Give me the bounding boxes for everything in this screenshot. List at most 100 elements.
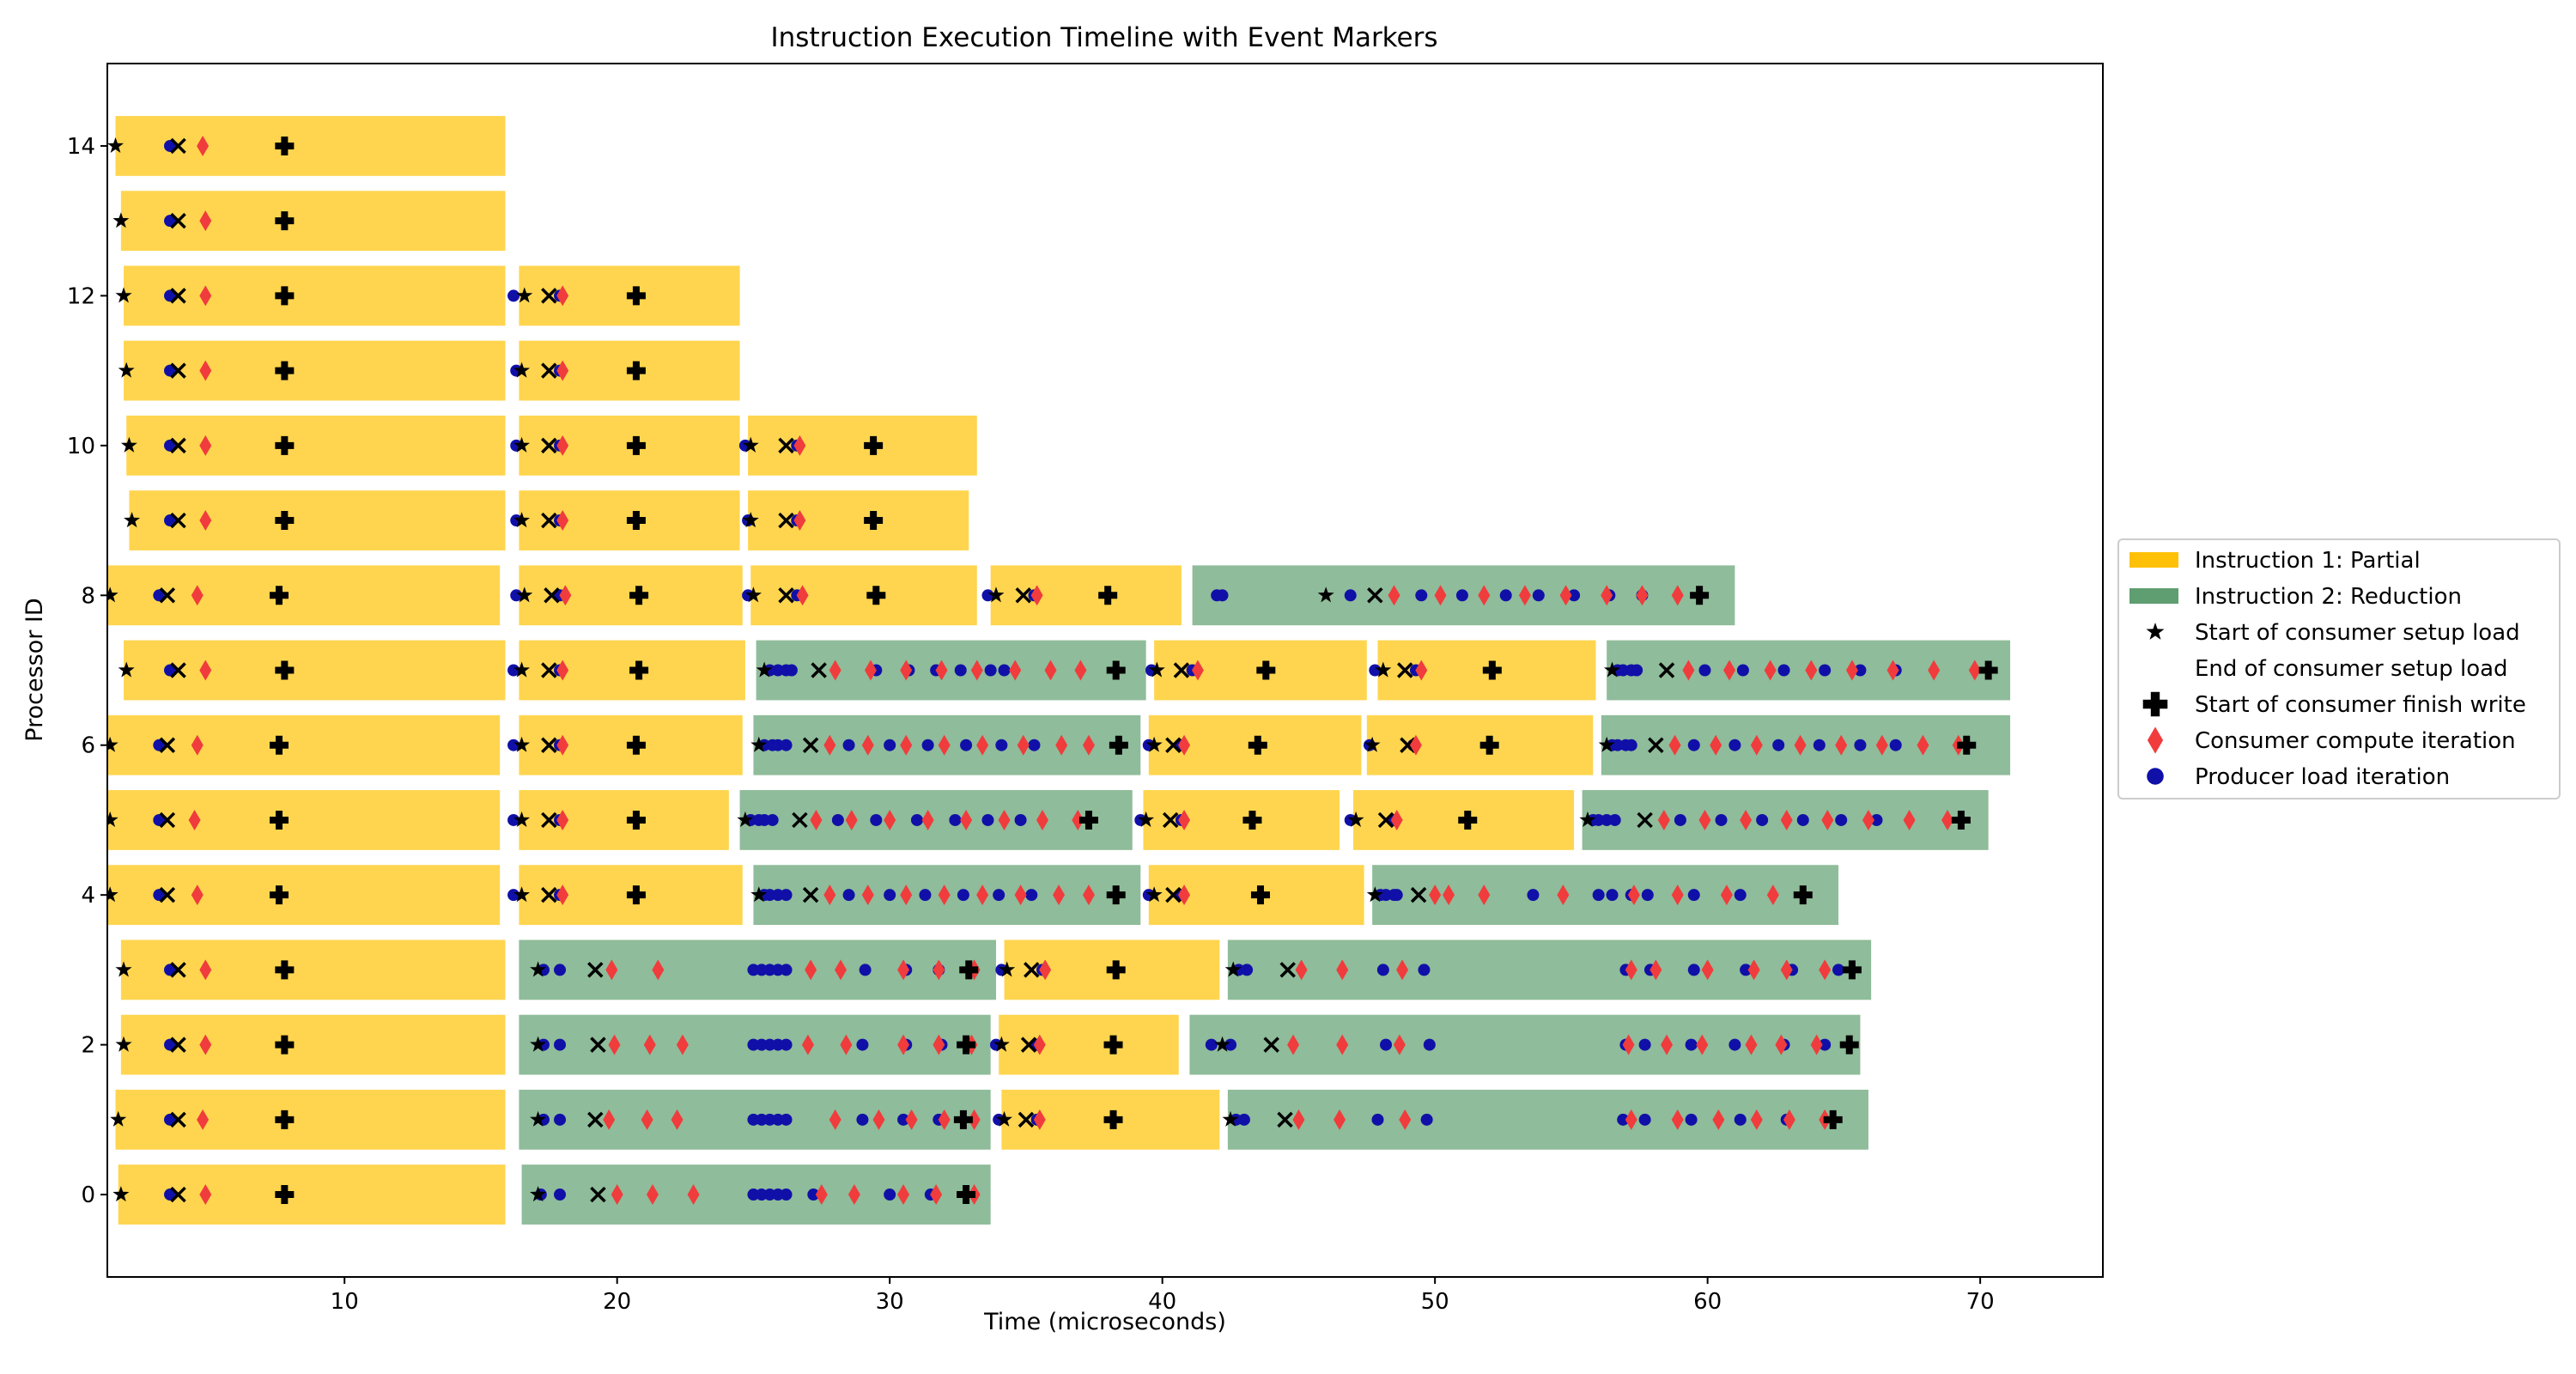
diamond-marker bbox=[1835, 734, 1848, 756]
plus-marker bbox=[957, 1035, 976, 1055]
diamond-marker bbox=[1082, 885, 1095, 906]
plus-marker bbox=[1250, 885, 1270, 905]
dot-marker bbox=[1390, 889, 1403, 902]
diamond-marker bbox=[556, 809, 569, 830]
cross-marker bbox=[541, 662, 557, 678]
diamond-marker bbox=[1409, 734, 1422, 756]
diamond-marker bbox=[1903, 809, 1916, 830]
dot-marker bbox=[1715, 813, 1728, 826]
diamond-marker bbox=[1821, 809, 1834, 830]
dot-marker bbox=[164, 215, 177, 228]
diamond-marker bbox=[1712, 1109, 1725, 1130]
diamond-marker bbox=[835, 959, 848, 981]
diamond-marker bbox=[1723, 660, 1736, 681]
dot-marker bbox=[884, 889, 896, 902]
dot-marker bbox=[1832, 964, 1845, 976]
plus-marker bbox=[629, 660, 649, 680]
star-marker bbox=[107, 137, 124, 153]
dot-marker bbox=[1687, 739, 1700, 751]
plus-marker bbox=[275, 1185, 295, 1205]
diamond-marker bbox=[823, 885, 836, 906]
plus-marker bbox=[275, 286, 295, 306]
plus-marker bbox=[626, 735, 646, 755]
plus-marker bbox=[270, 735, 289, 755]
y-tick-label: 0 bbox=[81, 1182, 95, 1208]
dot-marker bbox=[1638, 1038, 1651, 1051]
dot-marker bbox=[1736, 664, 1749, 677]
plus-marker bbox=[953, 1110, 973, 1129]
dot-marker bbox=[954, 664, 967, 677]
diamond-marker bbox=[1178, 885, 1191, 906]
diamond-marker bbox=[1671, 585, 1684, 606]
dot-marker bbox=[153, 813, 166, 826]
plus-marker bbox=[1842, 960, 1862, 980]
dot-marker bbox=[1674, 813, 1686, 826]
x-tick-label: 40 bbox=[1148, 1289, 1176, 1315]
dot-marker bbox=[507, 664, 520, 677]
partial-bar bbox=[118, 1164, 506, 1225]
dot-marker bbox=[1625, 739, 1637, 751]
cross-marker bbox=[778, 587, 794, 604]
dot-marker bbox=[981, 813, 994, 826]
star-marker bbox=[513, 362, 531, 378]
diamond-marker bbox=[1393, 1034, 1406, 1055]
diamond-marker bbox=[1886, 660, 1899, 681]
diamond-marker bbox=[1336, 1034, 1349, 1055]
star-marker bbox=[742, 512, 759, 528]
star-marker bbox=[1224, 961, 1242, 977]
diamond-marker bbox=[1557, 885, 1570, 906]
partial-bar bbox=[750, 565, 977, 626]
x-axis-label: Time (microseconds) bbox=[983, 1309, 1226, 1335]
diamond-marker bbox=[1053, 885, 1066, 906]
dot-marker bbox=[1698, 664, 1711, 677]
partial-bar bbox=[124, 265, 506, 326]
plus-marker bbox=[1482, 660, 1502, 680]
star-marker bbox=[513, 512, 531, 528]
diamond-marker bbox=[1775, 1034, 1788, 1055]
diamond-marker bbox=[1295, 959, 1308, 981]
plus-marker bbox=[1106, 885, 1126, 905]
cross-marker bbox=[1277, 1111, 1293, 1128]
dot-marker bbox=[1420, 1113, 1433, 1126]
star-marker bbox=[1366, 886, 1383, 903]
plus-marker bbox=[1978, 660, 1998, 680]
star-marker bbox=[112, 1186, 130, 1202]
dot-marker bbox=[164, 964, 177, 976]
diamond-marker bbox=[556, 510, 569, 532]
plus-marker bbox=[1242, 810, 1262, 830]
star-marker bbox=[513, 886, 531, 903]
legend-label-star: Start of consumer setup load bbox=[2195, 620, 2520, 646]
dot-marker bbox=[1205, 1038, 1218, 1051]
dot-marker bbox=[884, 739, 896, 751]
star-marker bbox=[744, 587, 762, 603]
plus-marker bbox=[270, 810, 289, 830]
dot-marker bbox=[1241, 964, 1254, 976]
diamond-marker bbox=[1478, 585, 1491, 606]
plus-marker bbox=[1458, 810, 1478, 830]
dot-marker bbox=[1854, 664, 1867, 677]
chart-title: Instruction Execution Timeline with Even… bbox=[771, 22, 1438, 53]
diamond-marker bbox=[1014, 885, 1027, 906]
diamond-marker bbox=[1661, 1034, 1674, 1055]
diamond-marker bbox=[1766, 885, 1779, 906]
dot-marker bbox=[884, 1189, 896, 1201]
diamond-marker bbox=[1415, 660, 1428, 681]
star-marker bbox=[1604, 661, 1620, 678]
cross-marker bbox=[1165, 737, 1182, 753]
dot-marker bbox=[1025, 889, 1038, 902]
star-marker bbox=[107, 587, 118, 603]
diamond-marker bbox=[1745, 1034, 1758, 1055]
legend-label-cross: End of consumer setup load bbox=[2195, 656, 2508, 682]
dot-marker bbox=[153, 889, 166, 902]
dot-marker bbox=[981, 589, 994, 602]
dot-marker bbox=[984, 664, 997, 677]
dot-marker bbox=[921, 739, 934, 751]
plus-marker bbox=[864, 511, 884, 531]
diamond-marker bbox=[1478, 885, 1491, 906]
dot-marker bbox=[1415, 589, 1428, 602]
partial-bar bbox=[107, 865, 501, 926]
dot-marker bbox=[780, 1189, 793, 1201]
y-tick-label: 4 bbox=[81, 883, 95, 909]
star-marker bbox=[112, 212, 130, 228]
dot-marker bbox=[1835, 813, 1848, 826]
